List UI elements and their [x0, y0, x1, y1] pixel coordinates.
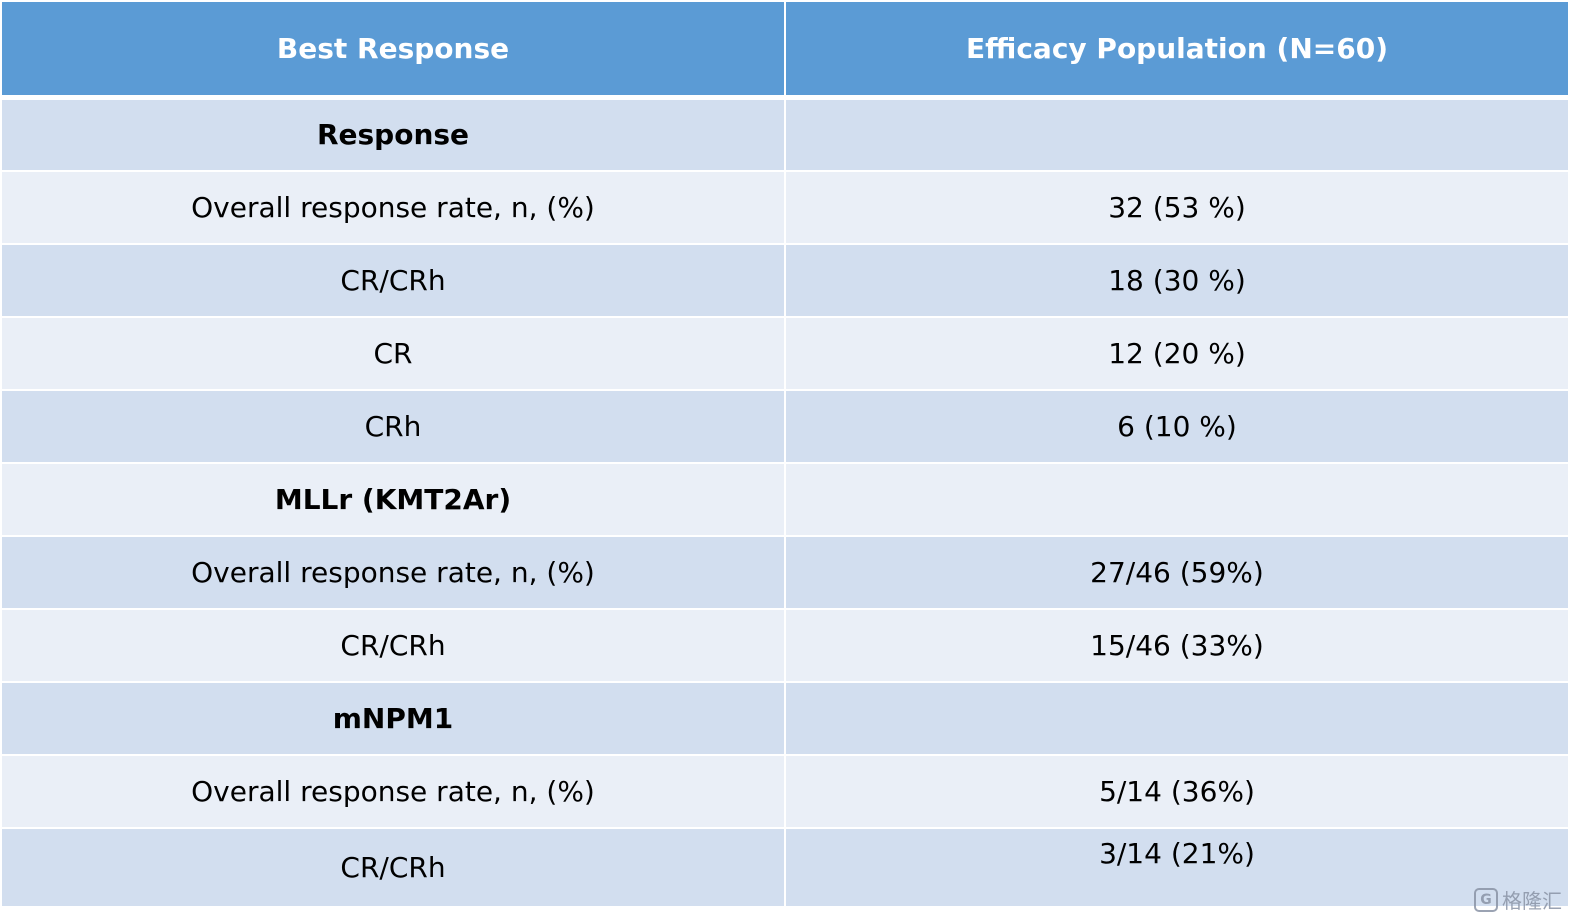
section-label: MLLr (KMT2Ar)	[0, 461, 786, 537]
row-value: 6 (10 %)	[784, 388, 1570, 464]
row-value: 12 (20 %)	[784, 315, 1570, 391]
table-header-row: Best Response Efficacy Population (N=60)	[0, 0, 1570, 100]
row-value: 5/14 (36%)	[784, 753, 1570, 829]
section-label: mNPM1	[0, 680, 786, 756]
watermark-text: 格隆汇	[1502, 889, 1562, 913]
row-value	[784, 461, 1570, 537]
row-label: Overall response rate, n, (%)	[0, 534, 786, 610]
table-row: CRh 6 (10 %)	[0, 388, 1570, 464]
table-row-section-response: Response	[0, 96, 1570, 172]
table-row-section-mllr: MLLr (KMT2Ar)	[0, 461, 1570, 537]
table-row: Overall response rate, n, (%) 5/14 (36%)	[0, 753, 1570, 829]
row-label: CRh	[0, 388, 786, 464]
row-value: 18 (30 %)	[784, 242, 1570, 318]
row-label: Overall response rate, n, (%)	[0, 169, 786, 245]
row-value: 27/46 (59%)	[784, 534, 1570, 610]
row-value: 32 (53 %)	[784, 169, 1570, 245]
header-best-response: Best Response	[0, 0, 786, 100]
section-label: Response	[0, 96, 786, 172]
row-value: 15/46 (33%)	[784, 607, 1570, 683]
efficacy-table: Best Response Efficacy Population (N=60)…	[0, 0, 1570, 908]
table-row: Overall response rate, n, (%) 27/46 (59%…	[0, 534, 1570, 610]
row-value	[784, 96, 1570, 172]
table-row: CR/CRh 3/14 (21%)	[0, 826, 1570, 908]
row-label: Overall response rate, n, (%)	[0, 753, 786, 829]
row-value	[784, 680, 1570, 756]
table-row: CR/CRh 18 (30 %)	[0, 242, 1570, 318]
watermark: G 格隆汇	[1474, 885, 1562, 914]
row-label: CR	[0, 315, 786, 391]
table-row: CR 12 (20 %)	[0, 315, 1570, 391]
row-label: CR/CRh	[0, 826, 786, 908]
table-row-section-mnpm1: mNPM1	[0, 680, 1570, 756]
watermark-logo-icon: G	[1474, 887, 1498, 912]
row-value: 3/14 (21%)	[784, 826, 1570, 908]
row-label: CR/CRh	[0, 607, 786, 683]
table-row: CR/CRh 15/46 (33%)	[0, 607, 1570, 683]
row-label: CR/CRh	[0, 242, 786, 318]
table-row: Overall response rate, n, (%) 32 (53 %)	[0, 169, 1570, 245]
header-efficacy-population: Efficacy Population (N=60)	[784, 0, 1570, 100]
